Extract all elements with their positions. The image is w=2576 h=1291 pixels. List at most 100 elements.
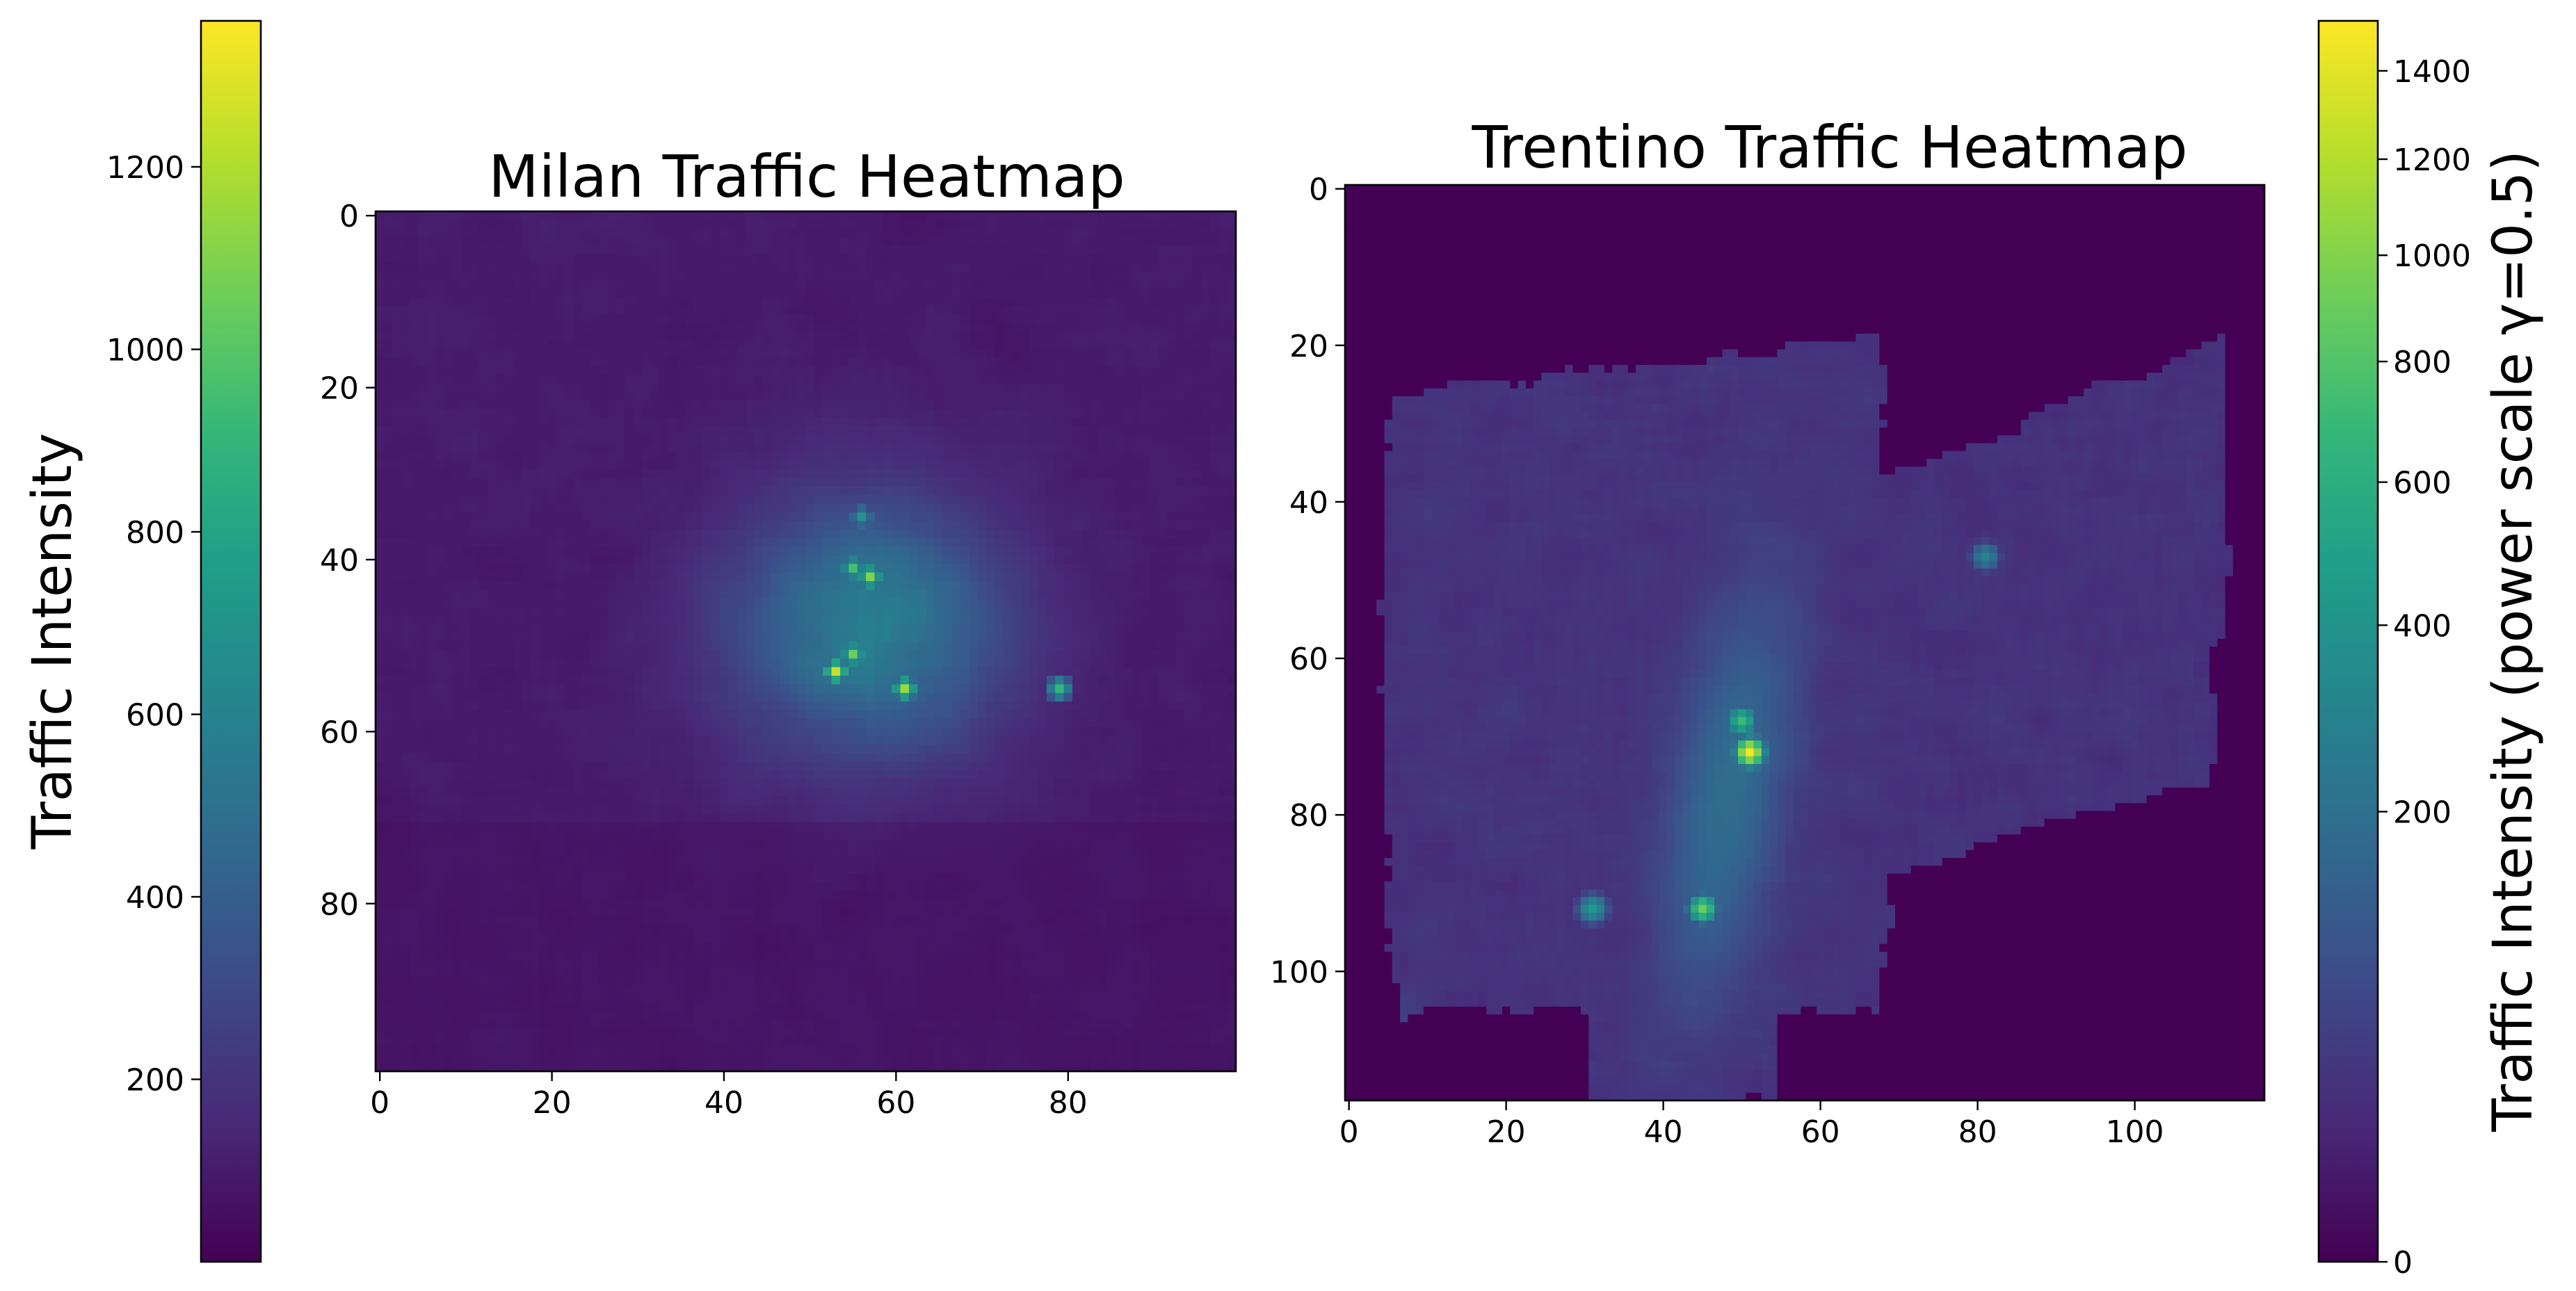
heatmap-cell <box>754 435 764 444</box>
heatmap-cell <box>797 211 807 220</box>
heatmap-cell <box>470 340 480 350</box>
heatmap-cell <box>711 306 721 316</box>
heatmap-cell <box>650 478 660 487</box>
heatmap-cell <box>616 590 626 599</box>
heatmap-cell <box>478 348 488 358</box>
heatmap-cell <box>823 495 832 505</box>
heatmap-cell <box>1132 409 1142 419</box>
heatmap-cell <box>883 529 892 539</box>
heatmap-cell <box>866 615 876 625</box>
heatmap-cell <box>866 237 876 247</box>
heatmap-cell <box>1098 590 1108 599</box>
heatmap-cell <box>805 245 815 255</box>
heatmap-cell <box>659 624 669 633</box>
heatmap-cell <box>565 357 574 367</box>
heatmap-cell <box>1132 348 1142 358</box>
heatmap-cell <box>1175 263 1185 273</box>
heatmap-cell <box>650 400 660 410</box>
heatmap-cell <box>995 323 1004 332</box>
heatmap-cell <box>668 521 677 530</box>
heatmap-cell <box>1072 426 1081 436</box>
heatmap-cell <box>1227 486 1237 496</box>
heatmap-cell <box>745 332 755 341</box>
heatmap-cell <box>634 452 643 462</box>
heatmap-cell <box>384 521 394 530</box>
heatmap-cell <box>1115 546 1125 556</box>
heatmap-cell <box>900 409 910 419</box>
heatmap-cell <box>616 452 626 462</box>
heatmap-cell <box>376 228 385 238</box>
heatmap-cell <box>590 263 600 273</box>
heatmap-cell <box>711 512 721 521</box>
heatmap-cell <box>995 417 1004 427</box>
heatmap-cell <box>676 279 686 289</box>
heatmap-cell <box>565 615 574 625</box>
heatmap-cell <box>1227 452 1237 462</box>
heatmap-cell <box>1038 332 1047 341</box>
heatmap-cell <box>745 375 755 384</box>
heatmap-cell <box>1167 228 1177 238</box>
heatmap-cell <box>1089 391 1099 401</box>
heatmap-cell <box>960 400 970 410</box>
heatmap-cell <box>435 348 445 358</box>
heatmap-cell <box>376 237 385 247</box>
heatmap-cell <box>736 546 746 556</box>
heatmap-cell <box>1150 580 1159 590</box>
heatmap-cell <box>693 486 703 496</box>
heatmap-cell <box>539 426 548 436</box>
heatmap-cell <box>1175 615 1185 625</box>
heatmap-cell <box>487 529 497 539</box>
heatmap-cell <box>848 306 858 316</box>
heatmap-cell <box>754 460 764 470</box>
heatmap-cell <box>1046 478 1056 487</box>
heatmap-cell <box>650 564 660 574</box>
heatmap-cell <box>384 512 394 521</box>
heatmap-cell <box>977 512 987 521</box>
heatmap-cell <box>848 486 858 496</box>
heatmap-cell <box>565 435 574 444</box>
heatmap-cell <box>874 400 884 410</box>
heatmap-cell <box>581 572 591 582</box>
heatmap-cell <box>711 211 721 220</box>
heatmap-cell <box>1004 391 1013 401</box>
heatmap-cell <box>668 263 677 273</box>
heatmap-cell <box>453 633 462 642</box>
heatmap-cell <box>866 521 876 530</box>
heatmap-cell <box>1098 538 1108 548</box>
heatmap-cell <box>1193 237 1202 247</box>
heatmap-cell <box>1201 254 1211 263</box>
heatmap-cell <box>951 572 961 582</box>
heatmap-cell <box>908 452 918 462</box>
heatmap-cell <box>1089 228 1099 238</box>
heatmap-cell <box>1012 555 1022 565</box>
heatmap-cell <box>1115 340 1125 350</box>
heatmap-cell <box>1218 555 1228 565</box>
heatmap-cell <box>392 297 402 307</box>
heatmap-cell <box>788 460 798 470</box>
heatmap-cell <box>814 486 823 496</box>
heatmap-cell <box>1106 564 1116 574</box>
heatmap-cell <box>1029 452 1039 462</box>
heatmap-cell <box>711 366 721 375</box>
heatmap-cell <box>453 512 462 521</box>
heatmap-cell <box>1055 306 1065 316</box>
heatmap-cell <box>1072 615 1081 625</box>
heatmap-cell <box>839 503 849 513</box>
heatmap-cell <box>573 417 583 427</box>
heatmap-cell <box>581 254 591 263</box>
heatmap-cell <box>676 538 686 548</box>
heatmap-cell <box>1150 271 1159 281</box>
heatmap-cell <box>917 332 927 341</box>
heatmap-cell <box>513 375 522 384</box>
heatmap-cell <box>1038 443 1047 453</box>
heatmap-cell <box>1218 512 1228 521</box>
heatmap-cell <box>780 633 789 642</box>
heatmap-cell <box>977 348 987 358</box>
heatmap-cell <box>444 366 453 375</box>
heatmap-cell <box>1209 443 1219 453</box>
heatmap-cell <box>556 289 565 298</box>
heatmap-cell <box>1150 237 1159 247</box>
heatmap-cell <box>745 357 755 367</box>
heatmap-cell <box>444 435 453 444</box>
heatmap-cell <box>969 607 979 616</box>
